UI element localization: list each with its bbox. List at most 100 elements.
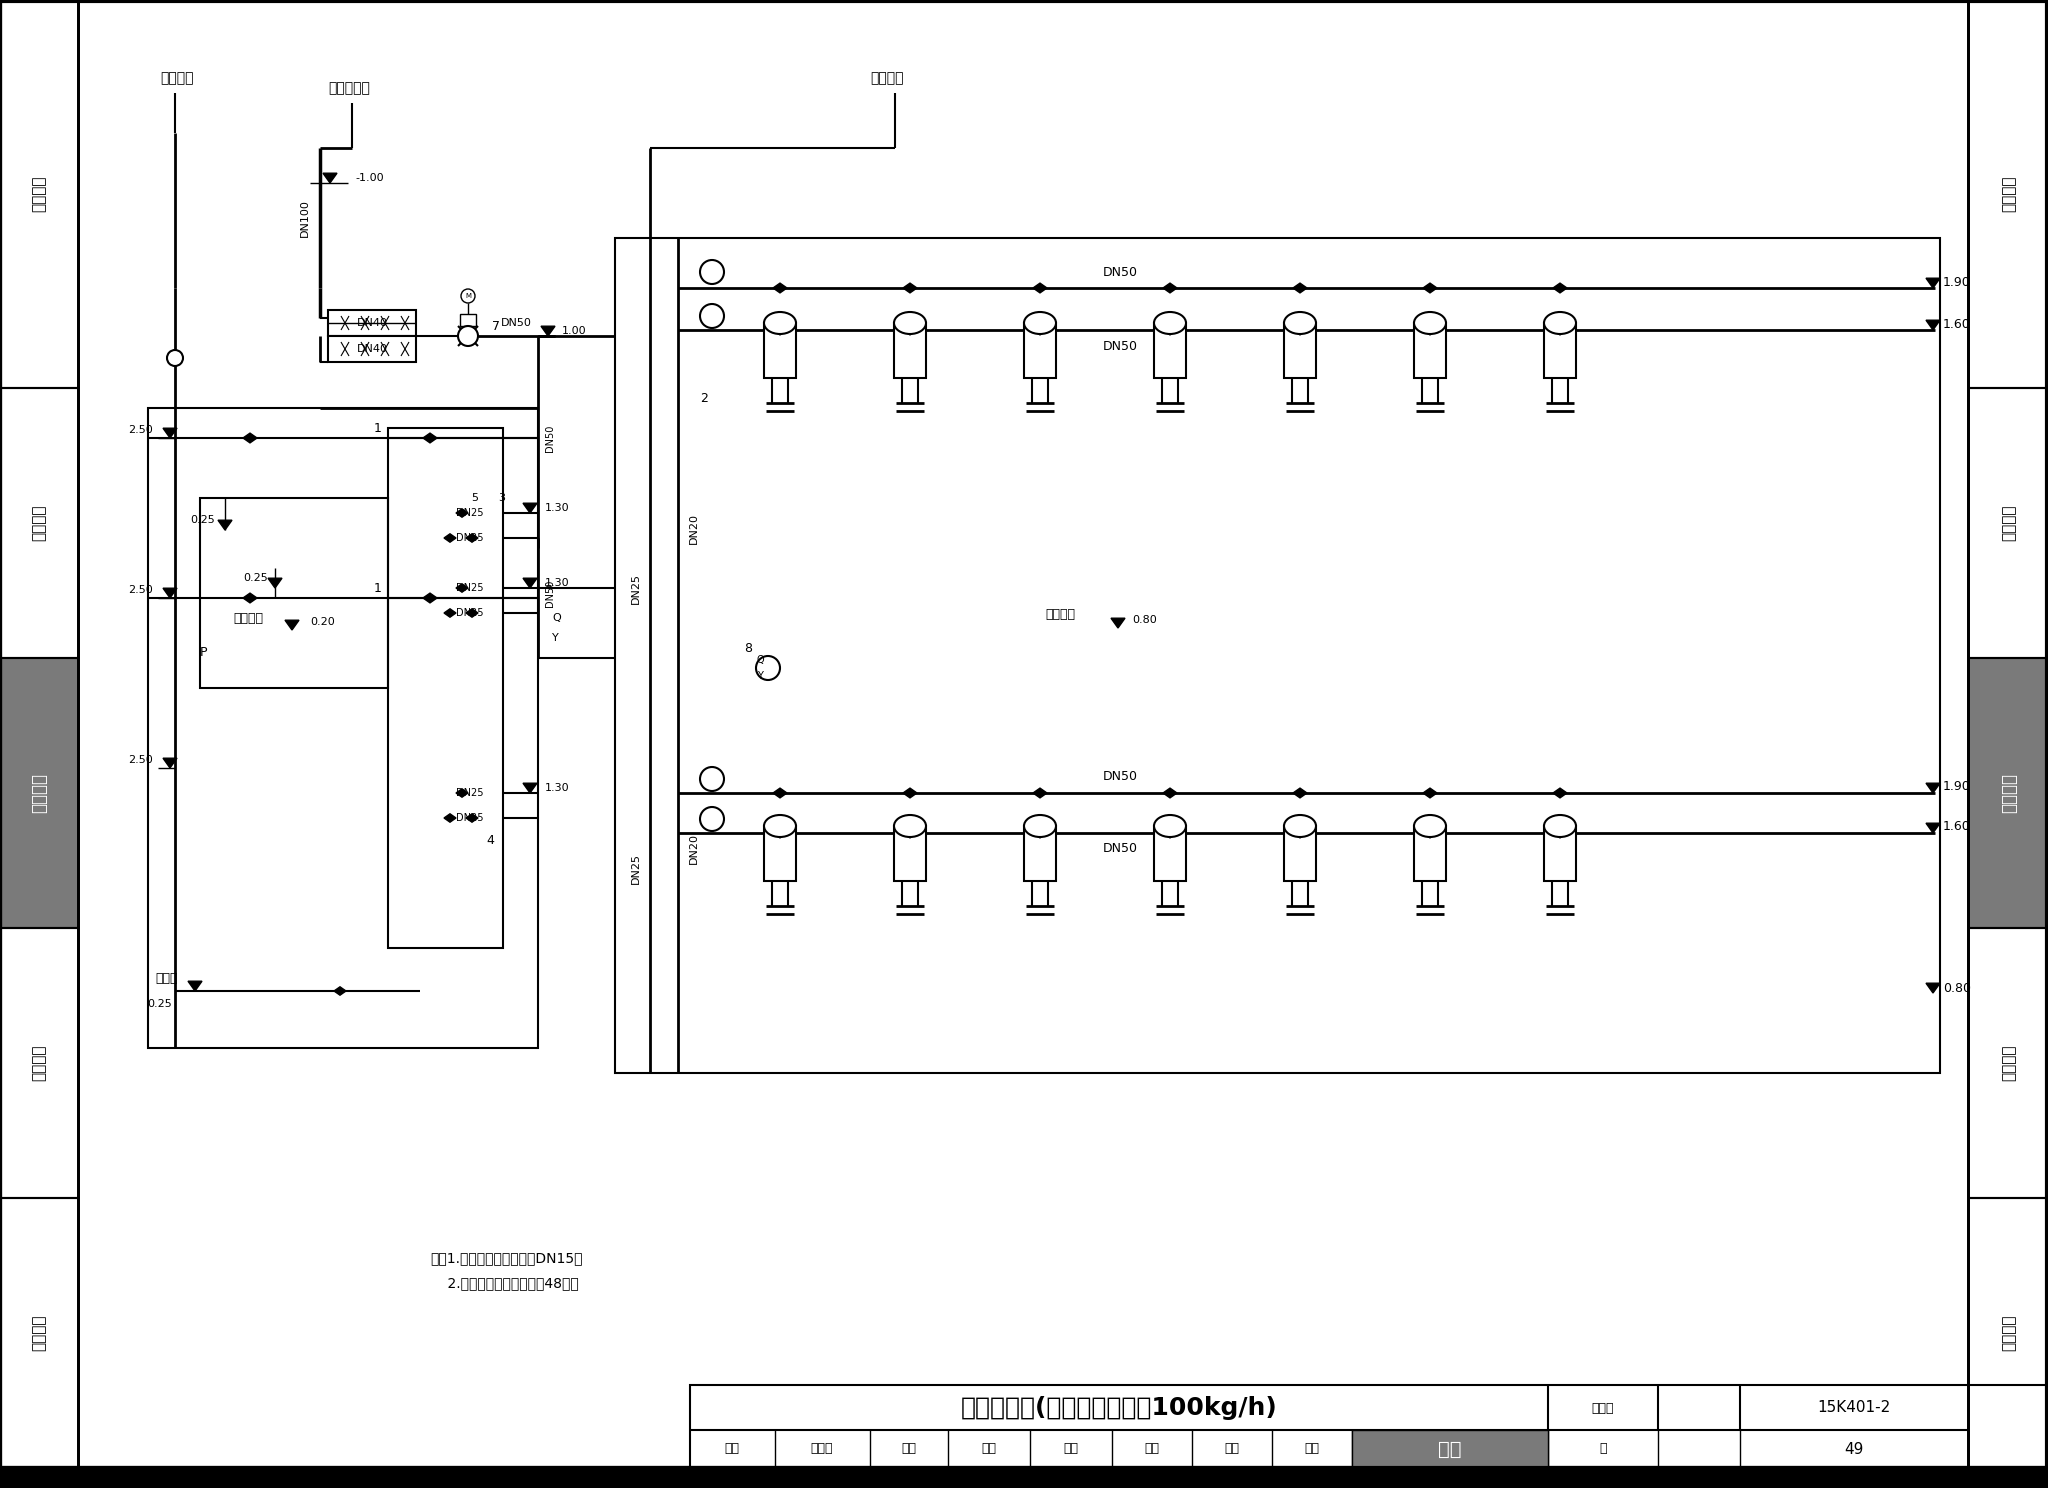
Polygon shape (1423, 324, 1438, 335)
Polygon shape (772, 283, 786, 293)
Polygon shape (1423, 283, 1438, 293)
Text: 电气控制: 电气控制 (2001, 1045, 2017, 1082)
Text: DN50: DN50 (1102, 265, 1137, 278)
Text: 1.60: 1.60 (1944, 317, 1970, 330)
Text: P: P (201, 646, 207, 659)
Bar (1024, 323, 1057, 378)
Polygon shape (444, 814, 457, 823)
Text: 陈霖: 陈霖 (1438, 1439, 1462, 1458)
Text: DN50: DN50 (500, 318, 530, 327)
Polygon shape (268, 579, 283, 588)
Polygon shape (1292, 829, 1307, 838)
Text: 1: 1 (375, 421, 383, 434)
Polygon shape (444, 609, 457, 618)
Ellipse shape (1544, 815, 1577, 836)
Text: 1.30: 1.30 (545, 503, 569, 513)
Polygon shape (467, 814, 477, 823)
Bar (147, 408, 539, 1048)
Bar (1352, 1430, 1548, 1469)
Polygon shape (424, 433, 436, 443)
Text: 1.30: 1.30 (545, 783, 569, 793)
Bar (895, 323, 926, 378)
Polygon shape (324, 173, 338, 183)
Circle shape (461, 289, 475, 304)
Polygon shape (903, 283, 918, 293)
Text: DN25: DN25 (457, 789, 483, 798)
Polygon shape (164, 759, 176, 768)
Bar (614, 238, 1939, 1073)
Polygon shape (457, 509, 469, 518)
Polygon shape (1925, 783, 1939, 793)
Polygon shape (467, 609, 477, 618)
Text: 0.20: 0.20 (309, 618, 334, 626)
Text: 3: 3 (498, 493, 506, 503)
Bar (764, 323, 797, 378)
Polygon shape (244, 594, 256, 603)
Text: 工程实例: 工程实例 (2001, 1315, 2017, 1351)
Text: 接至室外: 接至室外 (870, 71, 903, 85)
Polygon shape (903, 829, 918, 838)
Text: DN50: DN50 (1102, 771, 1137, 784)
Text: 0.25: 0.25 (147, 998, 172, 1009)
Bar (764, 826, 797, 881)
Polygon shape (1163, 283, 1178, 293)
Polygon shape (903, 789, 918, 798)
Polygon shape (1552, 283, 1567, 293)
Bar (1284, 323, 1317, 378)
Text: 注：1.图中未标注管径均为DN15。: 注：1.图中未标注管径均为DN15。 (430, 1251, 582, 1265)
Bar (1544, 323, 1577, 378)
Polygon shape (1163, 789, 1178, 798)
Ellipse shape (764, 815, 797, 836)
Polygon shape (772, 829, 786, 838)
Text: 2.主要设备表见本图集第48页。: 2.主要设备表见本图集第48页。 (430, 1277, 580, 1290)
Text: M: M (465, 293, 471, 299)
Circle shape (700, 260, 725, 284)
Text: 5: 5 (471, 493, 479, 503)
Polygon shape (244, 433, 256, 443)
Text: 7: 7 (492, 320, 500, 332)
Text: 2.50: 2.50 (129, 426, 154, 434)
Polygon shape (1292, 283, 1307, 293)
Text: 15K401-2: 15K401-2 (1817, 1400, 1890, 1415)
Polygon shape (1163, 829, 1178, 838)
Polygon shape (457, 583, 469, 592)
Text: 设计: 设计 (1225, 1442, 1239, 1455)
Polygon shape (1552, 829, 1567, 838)
Text: DN50: DN50 (545, 579, 555, 607)
Circle shape (168, 350, 182, 366)
Text: 绘图: 绘图 (901, 1442, 918, 1455)
Text: Q: Q (756, 655, 764, 665)
Text: DN100: DN100 (299, 199, 309, 237)
Text: Q: Q (553, 613, 561, 623)
Polygon shape (1032, 789, 1047, 798)
Text: 接输气干管: 接输气干管 (328, 80, 371, 95)
Polygon shape (772, 324, 786, 335)
Bar (1544, 826, 1577, 881)
Bar (328, 310, 416, 336)
Bar (1153, 826, 1186, 881)
Polygon shape (1552, 789, 1567, 798)
Polygon shape (1925, 278, 1939, 289)
Text: 液化气站: 液化气站 (2001, 772, 2017, 812)
Text: 校对: 校对 (981, 1442, 997, 1455)
Text: DN25: DN25 (631, 853, 641, 884)
Polygon shape (1292, 324, 1307, 335)
Text: 设计说明: 设计说明 (31, 176, 47, 213)
Ellipse shape (1544, 312, 1577, 333)
Polygon shape (1292, 789, 1307, 798)
Text: 排污管: 排污管 (156, 972, 178, 985)
Text: 0.80: 0.80 (1133, 615, 1157, 625)
Bar (1284, 826, 1317, 881)
Ellipse shape (1153, 815, 1186, 836)
Text: 1.60: 1.60 (1944, 820, 1970, 833)
Polygon shape (1925, 320, 1939, 330)
Polygon shape (903, 324, 918, 335)
Polygon shape (1110, 618, 1124, 628)
Bar (328, 336, 416, 362)
Polygon shape (334, 987, 346, 995)
Ellipse shape (895, 815, 926, 836)
Text: 0.25: 0.25 (190, 515, 215, 525)
Polygon shape (444, 534, 457, 542)
Polygon shape (1032, 829, 1047, 838)
Text: DN50: DN50 (545, 424, 555, 452)
